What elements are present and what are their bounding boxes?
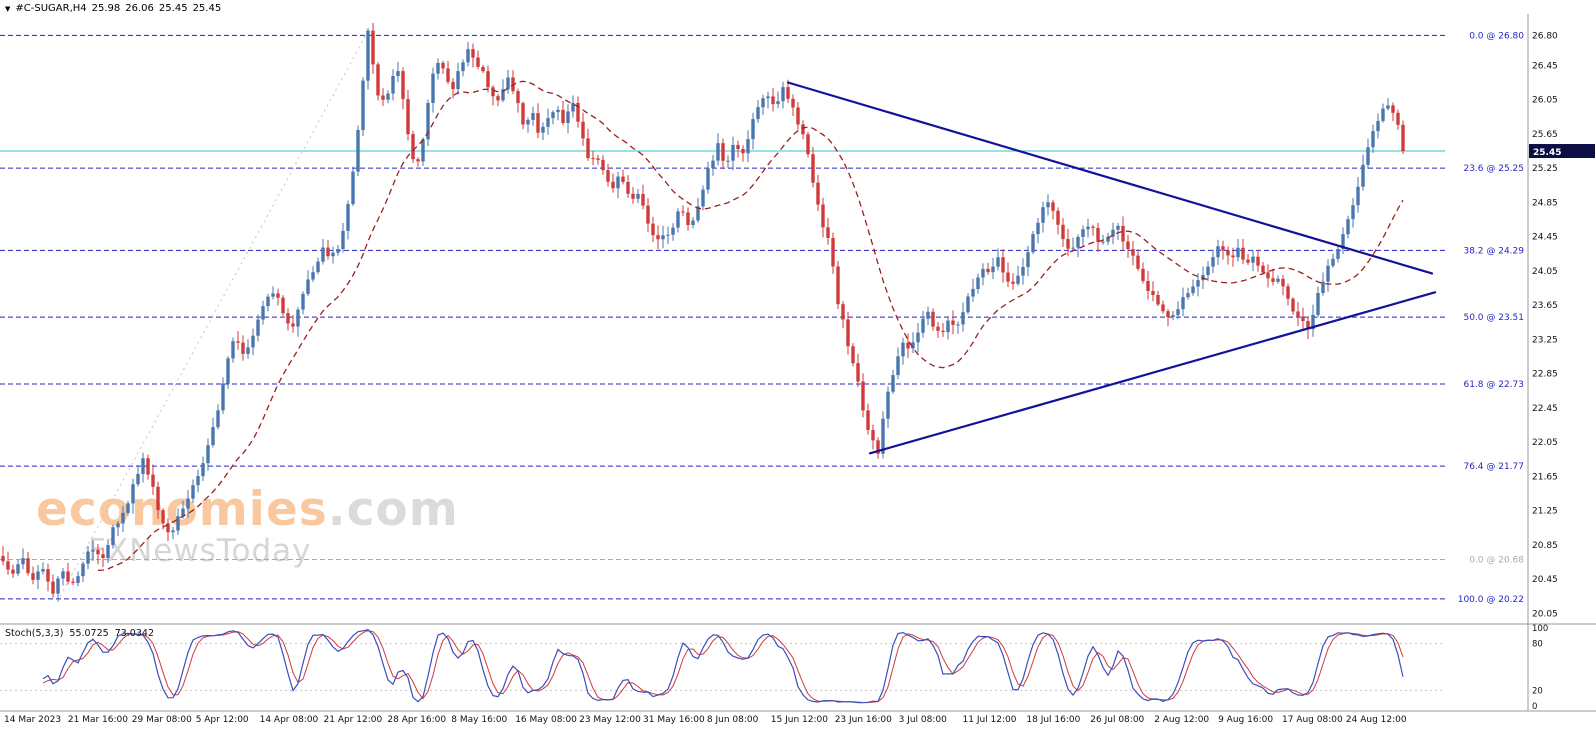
price-tick-label: 26.80 xyxy=(1532,31,1558,41)
symbol-title: #C-SUGAR,H4 xyxy=(15,3,87,14)
time-tick-label: 23 Jun 16:00 xyxy=(835,715,892,725)
time-tick-label: 14 Mar 2023 xyxy=(4,715,61,725)
watermark-brand: economies.com xyxy=(36,486,459,533)
time-tick-label: 14 Apr 08:00 xyxy=(260,715,319,725)
time-tick-label: 15 Jun 12:00 xyxy=(771,715,828,725)
fib-level-label: 0.0 @ 20.68 xyxy=(1469,555,1524,565)
stoch-d-line xyxy=(42,630,1404,704)
price-tick-label: 21.25 xyxy=(1532,507,1558,517)
price-tick-label: 22.05 xyxy=(1532,438,1558,448)
fib-level-label: 61.8 @ 22.73 xyxy=(1463,380,1524,390)
stoch-tick-label: 20 xyxy=(1532,686,1543,696)
time-tick-label: 21 Mar 16:00 xyxy=(68,715,128,725)
price-tick-label: 20.85 xyxy=(1532,541,1558,551)
price-tick-label: 20.45 xyxy=(1532,575,1558,585)
stoch-axis: 100 80 20 0 xyxy=(1532,624,1548,712)
ohlc-low: 25.45 xyxy=(158,3,188,14)
price-tick-label: 22.45 xyxy=(1532,404,1558,414)
price-tick-label: 21.65 xyxy=(1532,472,1558,482)
time-tick-label: 16 May 08:00 xyxy=(515,715,577,725)
ohlc-close: 25.45 xyxy=(192,3,222,14)
price-axis[interactable]: 26.80 26.45 26.05 25.65 25.25 24.85 24.45 24.05… xyxy=(1529,31,1595,619)
time-tick-label: 8 May 16:00 xyxy=(451,715,507,725)
time-tick-label: 11 Jul 12:00 xyxy=(963,715,1017,725)
fib-retracement[interactable]: 0.0 @ 26.80 23.6 @ 25.25 38.2 @ 24.29 50.0 … xyxy=(0,31,1524,605)
stoch-tick-label: 100 xyxy=(1532,624,1548,634)
time-tick-label: 28 Apr 16:00 xyxy=(387,715,446,725)
time-tick-label: 3 Jul 08:00 xyxy=(899,715,948,725)
price-tick-label: 24.85 xyxy=(1532,198,1558,208)
time-tick-label: 5 Apr 12:00 xyxy=(196,715,249,725)
stochastic-k-value: 55.0725 xyxy=(69,628,109,639)
fib-level-label: 76.4 @ 21.77 xyxy=(1463,462,1524,472)
time-tick-label: 29 Mar 08:00 xyxy=(132,715,192,725)
time-tick-label: 31 May 16:00 xyxy=(643,715,705,725)
price-tick-label: 26.45 xyxy=(1532,61,1558,71)
price-tick-label: 20.05 xyxy=(1532,609,1558,619)
time-tick-label: 8 Jun 08:00 xyxy=(707,715,759,725)
ohlc-open: 25.98 xyxy=(91,3,121,14)
time-tick-label: 24 Aug 12:00 xyxy=(1346,715,1407,725)
watermark-subtitle: FXNewsToday xyxy=(88,533,312,569)
time-tick-label: 17 Aug 08:00 xyxy=(1282,715,1343,725)
price-tick-label: 26.05 xyxy=(1532,96,1558,106)
stochastic-d-value: 73.0342 xyxy=(114,628,154,639)
price-tick-label: 22.85 xyxy=(1532,370,1558,380)
ma-line[interactable] xyxy=(97,80,1404,571)
price-badge xyxy=(1529,144,1595,159)
time-tick-label: 9 Aug 16:00 xyxy=(1218,715,1273,725)
time-tick-label: 2 Aug 12:00 xyxy=(1154,715,1209,725)
stoch-tick-label: 0 xyxy=(1532,702,1537,712)
stoch-tick-label: 80 xyxy=(1532,640,1543,650)
stoch-k-line xyxy=(42,629,1404,704)
stochastic-name: Stoch(5,3,3) xyxy=(5,628,64,639)
time-tick-label: 21 Apr 12:00 xyxy=(324,715,383,725)
candlestick-series xyxy=(1,22,1405,602)
stochastic-label: Stoch(5,3,3) 55.0725 73.0342 xyxy=(5,628,154,639)
time-tick-label: 26 Jul 08:00 xyxy=(1090,715,1144,725)
fib-level-label: 50.0 @ 23.51 xyxy=(1463,313,1524,323)
trendline-triangle-lower[interactable] xyxy=(868,291,1437,455)
watermark-brand-suffix: .com xyxy=(327,482,459,537)
fib-level-label: 100.0 @ 20.22 xyxy=(1458,595,1524,605)
price-tick-label: 23.25 xyxy=(1532,335,1558,345)
price-tick-label: 25.25 xyxy=(1532,164,1558,174)
price-tick-label: 24.45 xyxy=(1532,233,1558,243)
fib-level-label: 23.6 @ 25.25 xyxy=(1463,164,1524,174)
ohlc-high: 26.06 xyxy=(125,3,154,14)
trendline-triangle-upper[interactable] xyxy=(786,81,1434,275)
time-tick-label: 23 May 12:00 xyxy=(579,715,641,725)
fib-level-label: 38.2 @ 24.29 xyxy=(1463,246,1524,256)
price-tick-label: 24.05 xyxy=(1532,267,1558,277)
fib-level-label: 0.0 @ 26.80 xyxy=(1469,31,1524,41)
symbol-dropdown-icon[interactable]: ▼ xyxy=(5,4,11,13)
price-badge-value: 25.45 xyxy=(1533,148,1561,158)
price-tick-label: 25.65 xyxy=(1532,130,1558,140)
time-tick-label: 18 Jul 16:00 xyxy=(1026,715,1080,725)
symbol-info-bar: ▼ #C-SUGAR,H4 25.98 26.06 25.45 25.45 xyxy=(5,3,221,14)
time-axis[interactable]: 14 Mar 2023 21 Mar 16:00 29 Mar 08:00 5 Apr… xyxy=(4,715,1407,725)
price-tick-label: 23.65 xyxy=(1532,301,1558,311)
